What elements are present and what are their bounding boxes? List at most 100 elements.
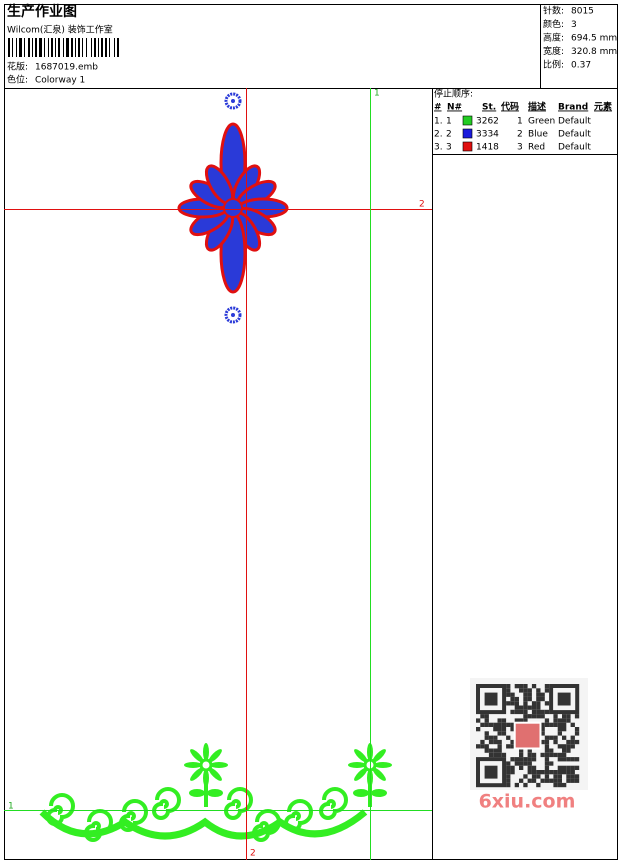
column-header: N# <box>447 103 462 113</box>
qr-cell <box>544 684 550 689</box>
qr-cell <box>506 765 511 770</box>
qr-cell <box>514 684 519 689</box>
qr-cell <box>570 735 575 740</box>
bar-stripe <box>117 38 119 57</box>
bar-stripe <box>19 38 22 57</box>
qr-cell <box>557 752 562 758</box>
qr-cell <box>510 765 515 770</box>
qr-cell <box>514 696 519 702</box>
qr-finder <box>476 684 507 715</box>
row-code: 2 <box>517 130 523 140</box>
qr-cell <box>506 688 511 693</box>
qr-cell <box>523 718 528 723</box>
qr-cell <box>510 744 515 749</box>
qr-cell <box>557 727 562 732</box>
qr-cell <box>540 727 545 732</box>
qr-cell <box>540 770 545 775</box>
qr-cell <box>570 770 575 775</box>
qr-cell <box>540 752 545 758</box>
qr-cell <box>557 718 562 723</box>
qr-cell <box>488 735 494 740</box>
bar-stripe <box>48 38 49 57</box>
qr-cell <box>523 757 528 762</box>
studio: Wilcom(汇泉) 装饰工作室 <box>7 24 113 36</box>
qr-cell <box>562 770 567 775</box>
flower-center <box>223 198 243 218</box>
spiral <box>252 809 281 842</box>
qr-cell <box>536 705 541 710</box>
bar-stripe <box>8 38 10 57</box>
row-desc: Green <box>528 117 555 127</box>
qr-cell <box>562 782 567 788</box>
bar-stripe <box>63 38 64 57</box>
qr-cell <box>531 709 537 715</box>
qr-cell <box>514 705 519 710</box>
bar-stripe <box>66 38 69 57</box>
qr-cell <box>557 757 562 762</box>
qr-cell <box>544 770 550 775</box>
qr-cell <box>519 684 524 689</box>
qr-cell <box>540 722 545 727</box>
qr-cell <box>570 757 575 762</box>
qr-cell <box>570 765 575 770</box>
qr-cell <box>480 714 485 719</box>
qr-cell <box>549 761 554 766</box>
qr-cell <box>562 752 567 758</box>
qr-cell <box>484 735 489 740</box>
qr-cell <box>531 770 537 775</box>
qr-cell <box>540 739 545 745</box>
qr-cell <box>493 735 498 740</box>
qr-cell <box>536 714 541 719</box>
qr-cell <box>497 718 502 723</box>
qr-cell <box>510 757 515 762</box>
qr-cell <box>570 744 575 749</box>
qr-cell <box>510 701 515 706</box>
qr-cell <box>553 752 558 758</box>
qr-cell <box>527 770 532 775</box>
stats: 针数: 8015 颜色: 3 高度: 694.5 mm 宽度: 320.8 mm 比例: 0.37 <box>543 5 617 71</box>
qr-cell <box>544 778 550 783</box>
qr-cell <box>510 696 515 702</box>
column-header: Brand <box>558 103 588 113</box>
qr-cell <box>527 705 532 710</box>
qr-cell <box>506 770 511 775</box>
qr-cell <box>553 722 558 727</box>
file-name: 1687019.emb <box>35 63 98 73</box>
row-stitch: 3262 <box>476 117 499 127</box>
qr-cell <box>557 774 562 779</box>
qr-cell <box>574 731 580 736</box>
qr-cell <box>562 722 567 727</box>
bar-stripe <box>101 38 103 57</box>
qr-cell <box>566 765 571 770</box>
stat-value: 8015 <box>571 7 594 17</box>
qr-cell <box>549 778 554 783</box>
qr-cell <box>523 774 528 779</box>
qr-cell <box>484 722 489 727</box>
guide-label: 2 <box>250 849 256 859</box>
qr-cell <box>488 739 494 745</box>
qr-cell <box>519 752 524 758</box>
qr-cell <box>514 701 519 706</box>
qr-cell <box>484 718 489 723</box>
qr-cell <box>531 752 537 758</box>
row-n: 2 <box>446 130 452 140</box>
spiral <box>284 799 313 832</box>
qr-cell <box>497 731 502 736</box>
qr-cell <box>553 782 558 788</box>
qr-cell <box>540 709 545 715</box>
qr-cell <box>527 692 532 697</box>
qr-cell <box>566 718 571 723</box>
qr-cell <box>497 722 502 727</box>
qr-cell <box>527 765 532 770</box>
qr-cell <box>493 727 498 732</box>
qr-cell <box>570 774 575 779</box>
qr-cell <box>497 748 502 753</box>
row-brand: Default <box>558 130 591 140</box>
qr-cell <box>553 718 558 723</box>
qr-cell <box>557 765 562 770</box>
qr-cell <box>574 714 580 719</box>
bar-stripe <box>114 38 115 57</box>
qr-cell <box>519 778 524 783</box>
bar-stripe <box>58 38 60 57</box>
qr-cell <box>523 709 528 715</box>
